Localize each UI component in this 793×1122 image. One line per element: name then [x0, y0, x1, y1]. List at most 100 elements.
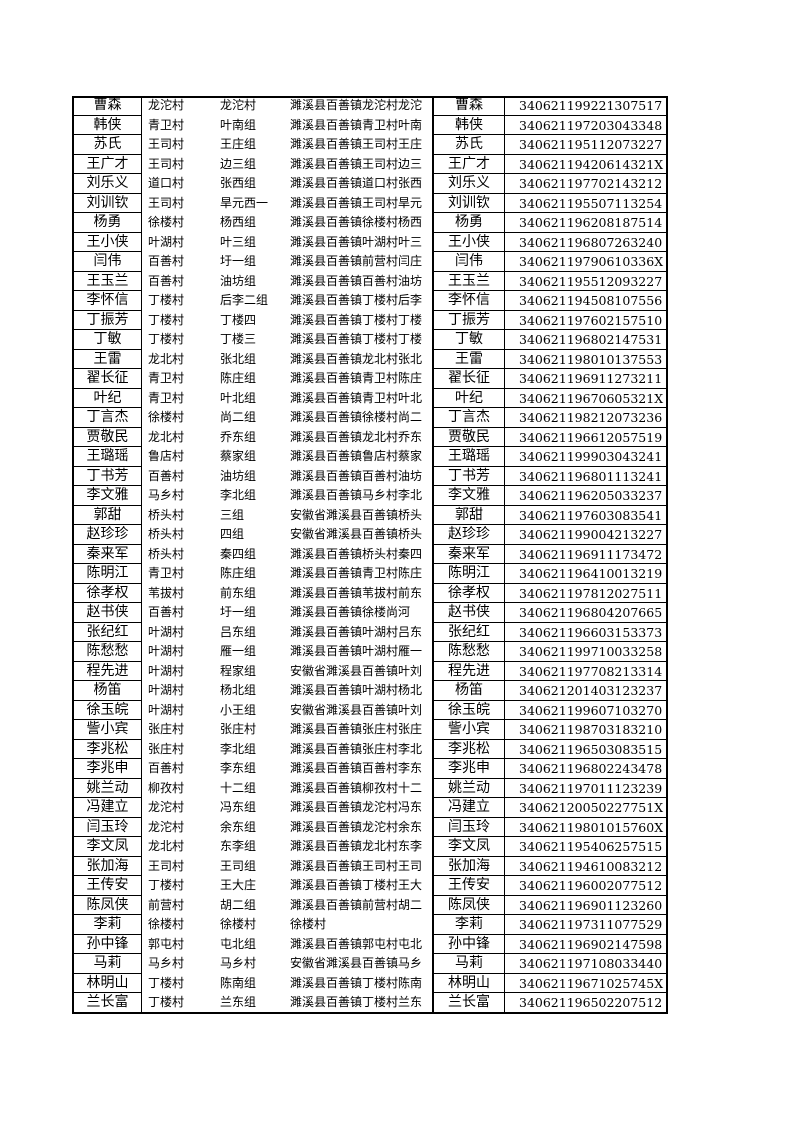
name-repeat: 林明山: [432, 973, 505, 993]
address: 濉溪县百善镇徐楼村杨西: [290, 215, 423, 229]
name-repeat: 丁振芳: [432, 310, 505, 330]
id-number: 340621196612057519: [505, 427, 668, 447]
address: 濉溪县百善镇叶湖村雁一: [290, 644, 423, 658]
address: 安徽省濉溪县百善镇桥头: [290, 527, 423, 541]
name-repeat: 訾小宾: [432, 720, 505, 740]
id-number: 340621199710033258: [505, 642, 668, 662]
id-number: 340621195406257515: [505, 837, 668, 857]
name: 冯建立: [72, 798, 142, 818]
id-number: 340621199221307517: [505, 96, 668, 116]
village: 马乡村: [148, 956, 185, 970]
village: 张庄村: [148, 741, 185, 756]
name-repeat: 马莉: [432, 954, 505, 974]
id-number: 340621198010137553: [505, 349, 668, 369]
village: 丁楼村: [148, 975, 185, 990]
name: 王玉兰: [72, 271, 142, 291]
id-number: 340621196002077512: [505, 876, 668, 896]
address: 濉溪县百善镇龙北村乔东: [290, 429, 423, 444]
name: 徐孝权: [72, 583, 142, 603]
name: 陈凤侠: [72, 895, 142, 915]
group: 王司组: [220, 858, 257, 873]
name: 丁敏: [72, 330, 142, 350]
group: 王庄组: [220, 137, 257, 151]
village: 叶湖村: [148, 644, 185, 658]
id-number: 340621196911173472: [505, 544, 668, 564]
name-repeat: 李兆申: [432, 759, 505, 779]
address: 濉溪县百善镇苇拔村前东: [290, 585, 423, 600]
group: 兰东组: [220, 995, 257, 1009]
name: 陈明江: [72, 564, 142, 584]
name: 王小侠: [72, 232, 142, 252]
name: 张加海: [72, 856, 142, 876]
id-number: 340621196901123260: [505, 895, 668, 915]
group: 边三组: [220, 156, 257, 171]
id-number: 340621196807263240: [505, 232, 668, 252]
group: 尚二组: [220, 410, 257, 424]
name: 苏氏: [72, 135, 142, 155]
village: 道口村: [148, 176, 185, 190]
address: 濉溪县百善镇前营村闫庄: [290, 254, 423, 268]
village: 龙北村: [148, 351, 185, 366]
name: 李兆松: [72, 739, 142, 759]
village: 徐楼村: [148, 215, 185, 229]
village: 叶湖村: [148, 663, 185, 678]
id-number: 340621201403123237: [505, 681, 668, 701]
address: 濉溪县百善镇龙沱村龙沱: [290, 98, 423, 112]
id-number: 340621196804207665: [505, 603, 668, 623]
name: 贾敬民: [72, 427, 142, 447]
address: 濉溪县百善镇龙北村张北: [290, 351, 423, 366]
group: 胡二组: [220, 897, 257, 912]
name-repeat: 刘乐义: [432, 174, 505, 194]
address: 濉溪县百善镇张庄村张庄: [290, 722, 423, 736]
group: 蔡家组: [220, 449, 257, 463]
name: 闫伟: [72, 252, 142, 272]
address: 濉溪县百善镇丁楼村后李: [290, 293, 423, 307]
group: 吕东组: [220, 624, 257, 639]
name: 刘乐义: [72, 174, 142, 194]
village: 鲁店村: [148, 449, 185, 463]
name-repeat: 李文雅: [432, 486, 505, 506]
group: 叶北组: [220, 390, 257, 405]
group: 油坊组: [220, 273, 257, 288]
group: 张庄村: [220, 722, 257, 736]
address: 濉溪县百善镇王司村王司: [290, 858, 423, 873]
name: 王璐瑶: [72, 447, 142, 467]
name: 孙中锋: [72, 934, 142, 954]
village: 郭屯村: [148, 936, 185, 951]
name: 王广才: [72, 154, 142, 174]
address: 安徽省濉溪县百善镇叶刘: [290, 663, 423, 678]
village: 桥头村: [148, 527, 185, 541]
group: 三组: [220, 507, 245, 522]
name-repeat: 王小侠: [432, 232, 505, 252]
id-number: 340621199903043241: [505, 447, 668, 467]
village: 苇拔村: [148, 585, 185, 600]
id-number: 340621196502207512: [505, 993, 668, 1013]
group: 陈庄组: [220, 371, 257, 385]
id-number: 340621197603083541: [505, 505, 668, 525]
group: 雁一组: [220, 644, 257, 658]
group: 龙沱村: [220, 98, 257, 112]
group: 李北组: [220, 488, 257, 502]
group: 十二组: [220, 780, 257, 795]
name: 闫玉玲: [72, 817, 142, 837]
village: 百善村: [148, 761, 185, 775]
address: 濉溪县百善镇前营村胡二: [290, 897, 423, 912]
name-repeat: 曹森: [432, 96, 505, 116]
address: 濉溪县百善镇龙沱村冯东: [290, 800, 423, 814]
group: 程家组: [220, 663, 257, 678]
name-repeat: 张纪红: [432, 622, 505, 642]
name: 訾小宾: [72, 720, 142, 740]
id-number: 340621197203043348: [505, 115, 668, 135]
name-repeat: 李兆松: [432, 739, 505, 759]
group: 东李组: [220, 839, 257, 853]
name-repeat: 赵珍珍: [432, 525, 505, 545]
name-repeat: 李莉: [432, 915, 505, 935]
id-number: 340621196902147598: [505, 934, 668, 954]
group: 王大庄: [220, 878, 257, 892]
group: 圩一组: [220, 605, 257, 619]
name: 杨勇: [72, 213, 142, 233]
group: 陈南组: [220, 975, 257, 990]
village: 百善村: [148, 273, 185, 288]
village: 青卫村: [148, 117, 185, 132]
name-repeat: 王雷: [432, 349, 505, 369]
